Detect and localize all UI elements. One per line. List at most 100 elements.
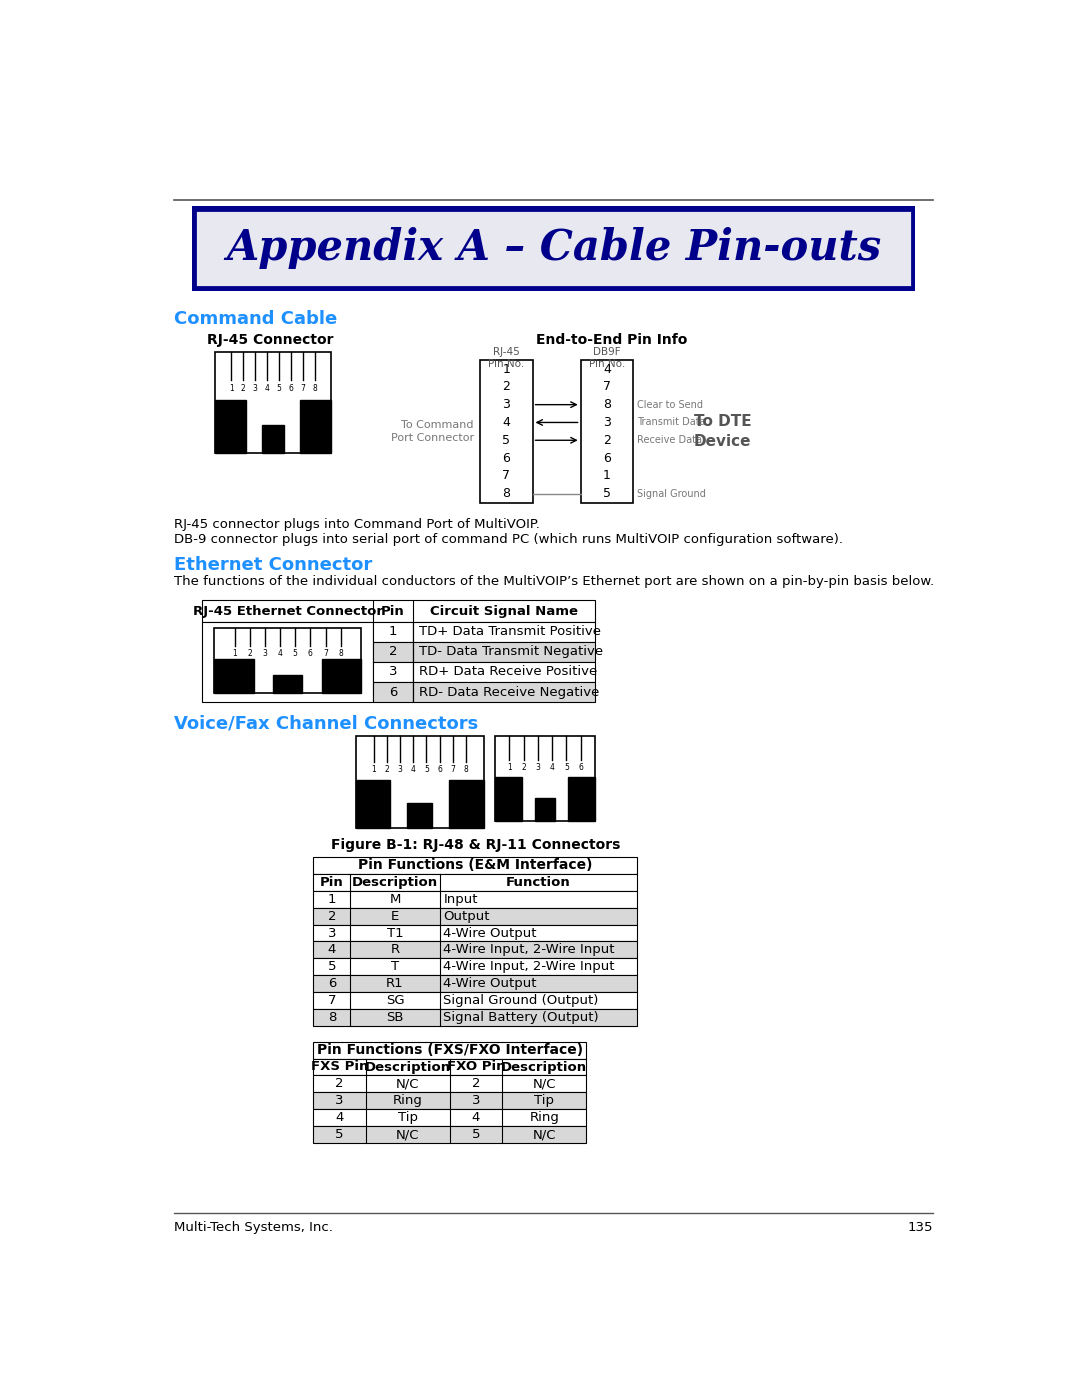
Text: 2: 2 bbox=[522, 763, 526, 771]
Bar bbox=[313, 1092, 586, 1109]
Text: TD+ Data Transmit Positive: TD+ Data Transmit Positive bbox=[419, 626, 600, 638]
Text: Tip: Tip bbox=[535, 1094, 554, 1108]
Text: Pin: Pin bbox=[320, 876, 343, 888]
Polygon shape bbox=[568, 777, 595, 820]
Text: Pin Functions (FXS/FXO Interface): Pin Functions (FXS/FXO Interface) bbox=[316, 1044, 583, 1058]
Text: 4: 4 bbox=[472, 1112, 481, 1125]
Text: 5: 5 bbox=[502, 433, 510, 447]
Bar bbox=[313, 992, 637, 1009]
Bar bbox=[313, 1009, 637, 1027]
Text: Description: Description bbox=[501, 1060, 588, 1073]
Text: 1: 1 bbox=[229, 384, 233, 393]
Text: RJ-45
Pin No.: RJ-45 Pin No. bbox=[488, 346, 525, 369]
Text: To DTE
Device: To DTE Device bbox=[693, 414, 752, 448]
Text: 4-Wire Input, 2-Wire Input: 4-Wire Input, 2-Wire Input bbox=[444, 943, 615, 957]
Bar bbox=[480, 360, 532, 503]
Bar bbox=[191, 207, 916, 291]
Text: Clear to Send: Clear to Send bbox=[637, 400, 703, 409]
Text: Multi-Tech Systems, Inc.: Multi-Tech Systems, Inc. bbox=[174, 1221, 333, 1234]
Text: 4: 4 bbox=[502, 416, 510, 429]
Text: 5: 5 bbox=[327, 960, 336, 974]
Text: 5: 5 bbox=[276, 384, 282, 393]
Text: SB: SB bbox=[387, 1011, 404, 1024]
Text: 4-Wire Output: 4-Wire Output bbox=[444, 978, 537, 990]
Text: End-to-End Pin Info: End-to-End Pin Info bbox=[536, 334, 687, 348]
Text: 8: 8 bbox=[312, 384, 318, 393]
Text: 5: 5 bbox=[293, 650, 298, 658]
Polygon shape bbox=[496, 777, 522, 820]
Text: T: T bbox=[391, 960, 400, 974]
Bar bbox=[313, 891, 637, 908]
Text: 3: 3 bbox=[262, 650, 268, 658]
Text: 1: 1 bbox=[372, 764, 376, 774]
Text: Pin: Pin bbox=[381, 605, 405, 617]
Text: Tip: Tip bbox=[397, 1112, 418, 1125]
Text: 6: 6 bbox=[437, 764, 442, 774]
Text: Voice/Fax Channel Connectors: Voice/Fax Channel Connectors bbox=[174, 714, 478, 732]
Text: 8: 8 bbox=[338, 650, 343, 658]
Bar bbox=[214, 629, 362, 693]
Bar bbox=[313, 856, 637, 873]
Text: FXO Pin: FXO Pin bbox=[447, 1060, 505, 1073]
Text: 1: 1 bbox=[507, 763, 512, 771]
Polygon shape bbox=[356, 781, 390, 828]
Polygon shape bbox=[322, 659, 362, 693]
Text: 4-Wire Output: 4-Wire Output bbox=[444, 926, 537, 940]
Text: 5: 5 bbox=[472, 1129, 481, 1141]
Text: Ethernet Connector: Ethernet Connector bbox=[174, 556, 372, 574]
Text: RJ-45 Connector: RJ-45 Connector bbox=[207, 334, 334, 348]
Bar bbox=[313, 873, 637, 891]
Text: 4: 4 bbox=[550, 763, 554, 771]
Bar bbox=[373, 622, 414, 643]
Text: 5: 5 bbox=[424, 764, 429, 774]
Text: 5: 5 bbox=[336, 1129, 343, 1141]
Text: Description: Description bbox=[365, 1060, 450, 1073]
Text: 2: 2 bbox=[603, 433, 611, 447]
Text: 3: 3 bbox=[389, 665, 397, 679]
Bar bbox=[313, 958, 637, 975]
Text: 3: 3 bbox=[536, 763, 540, 771]
Text: 8: 8 bbox=[327, 1011, 336, 1024]
Text: 2: 2 bbox=[241, 384, 245, 393]
Bar bbox=[313, 1126, 586, 1143]
Text: 3: 3 bbox=[253, 384, 257, 393]
Text: 7: 7 bbox=[603, 380, 611, 394]
Bar bbox=[313, 1059, 586, 1076]
Text: Circuit Signal Name: Circuit Signal Name bbox=[430, 605, 578, 617]
Bar bbox=[215, 352, 332, 453]
Polygon shape bbox=[299, 401, 332, 453]
Text: TD- Data Transmit Negative: TD- Data Transmit Negative bbox=[419, 645, 603, 658]
Text: Figure B-1: RJ-48 & RJ-11 Connectors: Figure B-1: RJ-48 & RJ-11 Connectors bbox=[332, 838, 621, 852]
Text: RJ-45 connector plugs into Command Port of MultiVOIP.: RJ-45 connector plugs into Command Port … bbox=[174, 518, 540, 531]
Text: Signal Ground: Signal Ground bbox=[637, 489, 706, 499]
Text: 7: 7 bbox=[450, 764, 455, 774]
Bar bbox=[414, 622, 595, 643]
Text: 2: 2 bbox=[502, 380, 510, 394]
Text: 4: 4 bbox=[265, 384, 269, 393]
Bar bbox=[373, 643, 414, 662]
Bar bbox=[195, 210, 912, 286]
Text: 7: 7 bbox=[327, 995, 336, 1007]
Text: 5: 5 bbox=[603, 488, 611, 500]
Text: The functions of the individual conductors of the MultiVOIP’s Ethernet port are : The functions of the individual conducto… bbox=[174, 576, 934, 588]
Text: 135: 135 bbox=[908, 1221, 933, 1234]
Text: 3: 3 bbox=[472, 1094, 481, 1108]
Text: Function: Function bbox=[507, 876, 570, 888]
Text: 6: 6 bbox=[288, 384, 294, 393]
Text: Output: Output bbox=[444, 909, 490, 922]
Polygon shape bbox=[215, 401, 246, 453]
Text: Appendix A – Cable Pin-outs: Appendix A – Cable Pin-outs bbox=[226, 228, 881, 270]
Text: 1: 1 bbox=[603, 469, 611, 482]
Text: N/C: N/C bbox=[532, 1077, 556, 1091]
Text: 6: 6 bbox=[603, 451, 611, 465]
Bar bbox=[373, 682, 414, 703]
Text: Ring: Ring bbox=[529, 1112, 559, 1125]
Bar bbox=[414, 682, 595, 703]
Bar bbox=[313, 975, 637, 992]
Text: N/C: N/C bbox=[396, 1129, 419, 1141]
Text: 6: 6 bbox=[308, 650, 313, 658]
Text: R1: R1 bbox=[387, 978, 404, 990]
Polygon shape bbox=[261, 426, 284, 453]
Text: 6: 6 bbox=[502, 451, 510, 465]
Text: DB-9 connector plugs into serial port of command PC (which runs MultiVOIP config: DB-9 connector plugs into serial port of… bbox=[174, 534, 842, 546]
